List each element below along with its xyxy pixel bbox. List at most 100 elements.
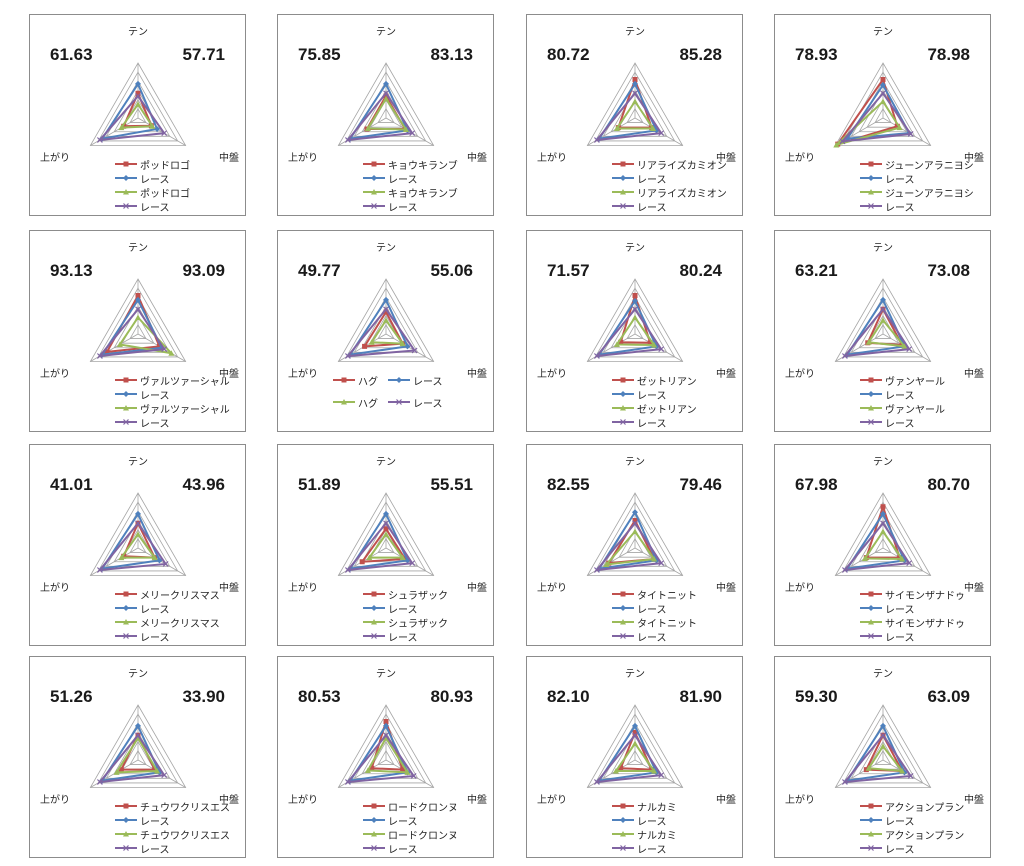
legend-item: シュラザック: [363, 587, 448, 602]
data-point: [632, 730, 638, 735]
data-point: [880, 306, 886, 313]
data-point: [839, 138, 846, 145]
axis-label: テン: [376, 669, 396, 680]
data-point: [632, 306, 638, 313]
score-right: 80.24: [679, 261, 722, 280]
score-right: 33.90: [182, 687, 225, 706]
data-point: [880, 317, 886, 323]
data-point: [658, 772, 665, 779]
legend-label: レース: [885, 632, 915, 644]
axis-label: 上がり: [537, 153, 567, 164]
data-point: [658, 346, 665, 353]
legend-item: レース: [860, 841, 964, 856]
axis-spoke: [634, 759, 683, 788]
legend-swatch: [388, 399, 410, 405]
legend-marker: [620, 817, 626, 823]
legend-swatch: [115, 161, 137, 167]
score-left: 51.26: [50, 687, 93, 706]
legend: タイトニット レース タイトニット レース: [612, 587, 697, 644]
data-point: [344, 137, 351, 143]
legend-item: シュラザック: [363, 615, 448, 630]
data-point: [400, 767, 406, 773]
data-point: [632, 740, 638, 746]
legend-item: レース: [115, 813, 230, 828]
data-point: [168, 350, 175, 356]
grid-ring: [626, 750, 644, 765]
series-line: [119, 102, 155, 129]
score-left: 63.21: [795, 261, 838, 280]
legend: ハグ レース ハグ レース: [333, 373, 483, 417]
legend-label: レース: [413, 398, 443, 410]
score-left: 93.13: [50, 261, 93, 280]
axis-label: 上がり: [537, 795, 567, 806]
data-point: [383, 531, 389, 537]
data-point: [362, 343, 368, 349]
series-line: [845, 297, 906, 356]
data-point: [632, 98, 638, 104]
axis-label: 中盤: [467, 795, 487, 806]
legend: ポッドロゴ レース ポッドロゴ レース: [115, 157, 190, 214]
series-line: [614, 741, 656, 772]
legend-marker: [123, 391, 129, 397]
legend-item: レース: [363, 813, 458, 828]
series-line: [619, 729, 654, 771]
legend-item: ヴァンヤール: [860, 401, 945, 416]
data-point: [404, 557, 411, 564]
axis-label: 中盤: [716, 795, 736, 806]
legend-swatch: [115, 391, 137, 397]
legend-label: レース: [637, 390, 667, 402]
legend-label: レース: [413, 376, 443, 388]
axis-label: 中盤: [716, 369, 736, 380]
score-left: 41.01: [50, 475, 93, 494]
data-point: [651, 556, 658, 562]
score-left: 59.30: [795, 687, 838, 706]
legend: サイモンザナドゥ レース サイモンザナドゥ レース: [860, 587, 965, 644]
legend-label: レース: [885, 844, 915, 856]
legend-swatch: [612, 591, 634, 597]
legend-swatch: [860, 605, 882, 611]
legend-label: ポッドロゴ: [140, 160, 190, 172]
data-point: [135, 293, 141, 298]
legend-marker: [868, 619, 874, 625]
legend-item: レース: [612, 415, 697, 430]
legend-swatch: [860, 161, 882, 167]
data-point: [613, 341, 620, 347]
data-point: [383, 732, 389, 739]
legend: シュラザック レース シュラザック レース: [363, 587, 448, 644]
grid-ring: [377, 324, 395, 339]
series-line: [345, 307, 417, 358]
legend-label: ポッドロゴ: [140, 188, 190, 200]
data-point: [403, 126, 410, 133]
radar-chart-plot: [586, 492, 684, 576]
data-point: [104, 349, 110, 355]
legend-swatch: [115, 405, 137, 411]
legend-item: リアライズカミオン: [612, 185, 727, 200]
grid-ring: [626, 324, 644, 339]
legend-label: レース: [388, 816, 418, 828]
legend-marker: [868, 605, 874, 611]
radar-chart-panel: 41.01 43.96 テン 中盤 上がり メリークリスマス レース メリークリスマス レース: [29, 444, 246, 646]
radar-chart-panel: 93.13 93.09 テン 中盤 上がり ヴァルツァーシャル レース ヴァルツァーシャル レー…: [29, 230, 246, 432]
data-point: [649, 767, 655, 773]
grid-ring: [129, 538, 147, 553]
legend-item: ポッドロゴ: [115, 185, 190, 200]
grid-ring: [97, 501, 179, 572]
legend: アクションプラン レース アクションプラン レース: [860, 799, 964, 856]
legend-marker: [620, 591, 626, 597]
legend-marker: [868, 845, 874, 851]
legend-marker: [371, 161, 377, 167]
radar-chart-panel: 82.55 79.46 テン 中盤 上がり タイトニット レース タイトニット レース: [526, 444, 743, 646]
legend-swatch: [860, 831, 882, 837]
legend-label: シュラザック: [388, 618, 448, 630]
radar-chart-panel: 78.93 78.98 テン 中盤 上がり ジューンアラニヨシ レース ジューンアラニヨシ レー…: [774, 14, 991, 216]
data-point: [135, 314, 141, 320]
score-right: 55.51: [430, 475, 473, 494]
grid-ring: [586, 62, 684, 146]
legend-item: サイモンザナドゥ: [860, 587, 965, 602]
data-point: [135, 722, 141, 729]
legend-marker: [123, 189, 129, 195]
legend-swatch: [363, 817, 385, 823]
grid-ring: [345, 713, 427, 784]
legend-item: ハグ: [333, 395, 388, 410]
score-left: 61.63: [50, 45, 93, 64]
